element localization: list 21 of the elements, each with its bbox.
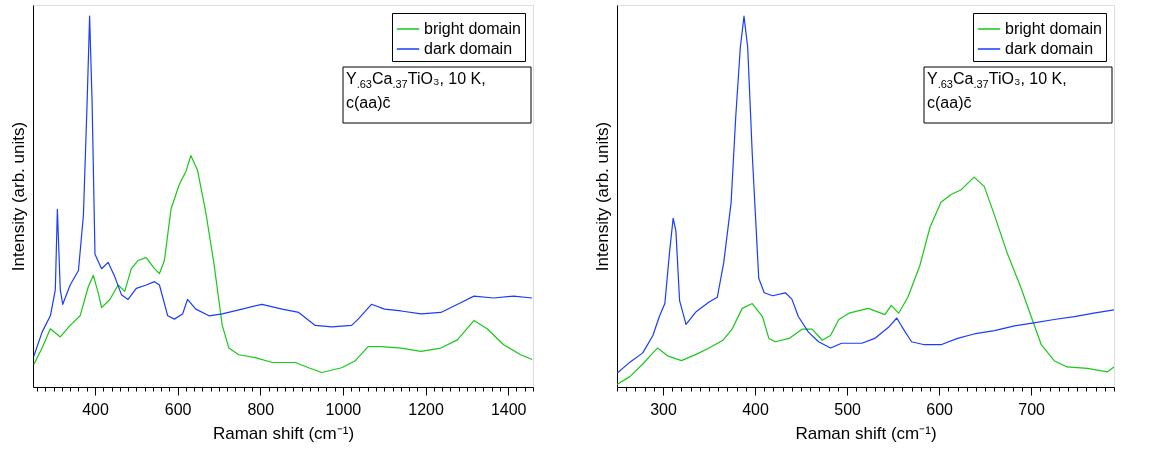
x-tick-label: 600 (164, 400, 192, 418)
x-tick-label: 1400 (490, 400, 527, 418)
x-axis-title: Raman shift (cm⁻¹) (212, 423, 355, 443)
annotation: c(aa)c̄ (346, 94, 391, 111)
y-axis-title: Intensity (arb. units) (8, 121, 28, 272)
x-tick-label: 800 (247, 400, 275, 418)
x-tick-label: 500 (834, 400, 862, 418)
x-tick-label: 600 (926, 400, 954, 418)
x-tick-label: 1200 (408, 400, 444, 418)
x-axis-title: Raman shift (cm⁻¹) (795, 423, 937, 443)
annotation: c(aa)c̄ (927, 94, 972, 111)
legend-label: bright domain (424, 20, 521, 37)
legend-label: dark domain (1005, 40, 1094, 57)
x-tick-label: 1000 (325, 400, 362, 418)
x-tick-label: 300 (650, 400, 677, 418)
legend-label: bright domain (1005, 20, 1102, 37)
x-tick-label: 400 (82, 400, 109, 418)
y-axis-title: Intensity (arb. units) (592, 121, 612, 272)
x-tick-label: 400 (742, 400, 769, 418)
x-tick-label: 700 (1018, 400, 1046, 418)
legend-label: dark domain (424, 40, 513, 57)
